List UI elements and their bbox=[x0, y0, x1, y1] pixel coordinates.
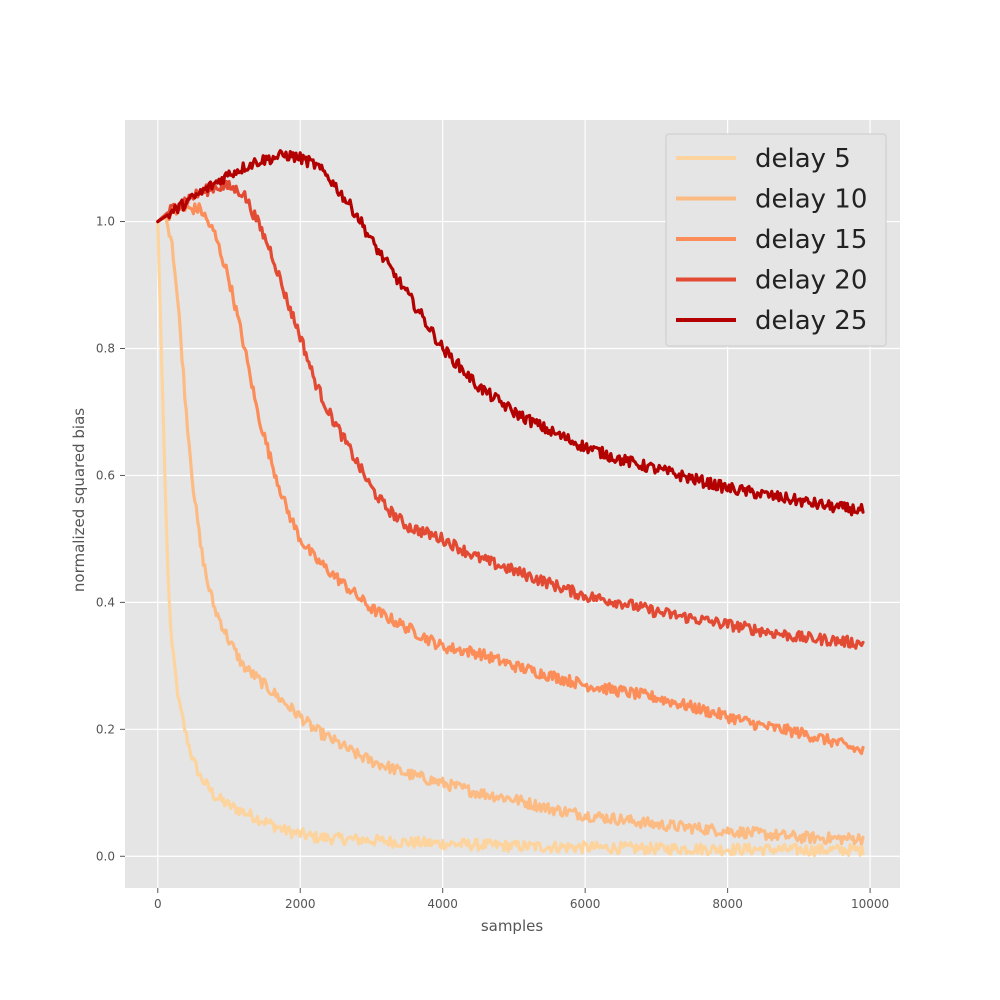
legend-label: delay 25 bbox=[755, 306, 867, 336]
x-tick-label: 4000 bbox=[427, 897, 458, 911]
x-tick-label: 2000 bbox=[285, 897, 316, 911]
legend-label: delay 15 bbox=[755, 225, 867, 255]
y-tick-label: 0.6 bbox=[96, 468, 115, 482]
y-axis-ticks: 0.0 0.2 0.4 0.6 0.8 1.0 bbox=[96, 215, 125, 863]
series-line-delay-15 bbox=[156, 202, 865, 756]
x-tick-label: 8000 bbox=[712, 897, 743, 911]
y-tick-label: 0.2 bbox=[96, 722, 115, 736]
grid-lines bbox=[125, 120, 900, 888]
series-line-delay-5 bbox=[156, 220, 865, 858]
y-axis-label: normalized squared bias bbox=[70, 408, 88, 592]
x-tick-label: 0 bbox=[154, 897, 162, 911]
y-tick-label: 0.8 bbox=[96, 341, 115, 355]
y-tick-label: 0.0 bbox=[96, 849, 115, 863]
x-axis-label: samples bbox=[481, 917, 544, 935]
legend-label: delay 10 bbox=[755, 185, 867, 215]
y-tick-label: 0.4 bbox=[96, 595, 115, 609]
legend-box bbox=[665, 133, 887, 347]
legend: delay 5 delay 10 delay 15 delay 20 delay 25 bbox=[665, 133, 887, 347]
series-line-delay-20 bbox=[156, 179, 865, 650]
x-tick-label: 10000 bbox=[851, 897, 889, 911]
x-tick-label: 6000 bbox=[570, 897, 601, 911]
legend-label: delay 20 bbox=[755, 266, 867, 296]
series-layer bbox=[156, 149, 865, 858]
x-axis-ticks: 0 2000 4000 6000 8000 10000 bbox=[154, 888, 889, 911]
legend-label: delay 5 bbox=[755, 144, 851, 174]
y-tick-label: 1.0 bbox=[96, 215, 115, 229]
series-line-delay-10 bbox=[156, 213, 865, 846]
series-line-delay-25 bbox=[156, 149, 865, 517]
